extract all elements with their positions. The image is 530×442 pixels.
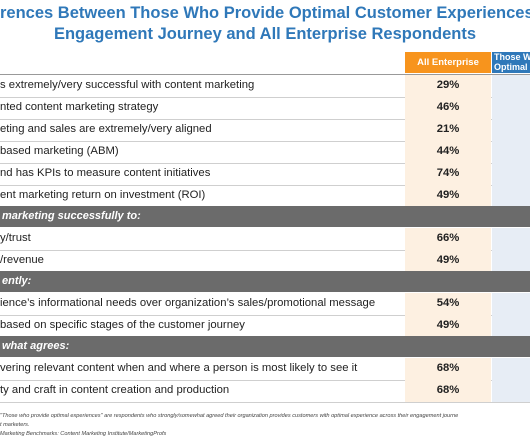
row-value: 6 (492, 101, 530, 113)
row-value: 7 (492, 297, 530, 309)
row-value: 5 (492, 145, 530, 157)
row-value: 7 (492, 232, 530, 244)
section-header: what agrees: (0, 336, 530, 357)
section-header: marketing successfully to: (0, 206, 530, 227)
cell-bg (405, 141, 491, 163)
row-value: 68% (436, 384, 460, 396)
row-value: 6 (492, 189, 530, 201)
row-value: 3 (492, 123, 530, 135)
row-label: y/trust (0, 232, 31, 244)
row-value: 6 (492, 319, 530, 331)
row-label: /revenue (0, 254, 44, 266)
column-header (405, 52, 491, 73)
cell-bg (492, 75, 530, 97)
row-rule (0, 185, 530, 186)
row-rule (0, 163, 530, 164)
row-value: 49% (436, 319, 460, 331)
cell-bg (405, 358, 491, 380)
cell-bg (405, 163, 491, 185)
row-value: 49% (436, 254, 460, 266)
row-label: eting and sales are extremely/very align… (0, 123, 212, 135)
row-rule (0, 315, 530, 316)
row-label: ience’s informational needs over organiz… (0, 297, 376, 309)
row-value: 44% (436, 145, 460, 157)
row-value: 8 (492, 384, 530, 396)
cell-bg (405, 97, 491, 119)
row-label: s extremely/very successful with content… (0, 79, 255, 91)
header-rule (0, 74, 530, 75)
row-rule (0, 380, 530, 381)
cell-bg (492, 185, 530, 207)
cell-bg (492, 315, 530, 337)
row-label: ent marketing return on investment (ROI) (0, 189, 206, 201)
row-rule (0, 250, 530, 251)
row-rule (0, 97, 530, 98)
column-header-text: Those W (494, 52, 530, 62)
footnote: t marketers. (0, 422, 30, 428)
cell-bg (492, 119, 530, 141)
cell-bg (492, 250, 530, 272)
cell-bg (492, 358, 530, 380)
cell-bg (405, 250, 491, 272)
row-value: 54% (436, 297, 460, 309)
cell-bg (405, 293, 491, 315)
cell-bg (492, 293, 530, 315)
row-value: 21% (436, 123, 460, 135)
row-label: vering relevant content when and where a… (0, 362, 358, 374)
row-value: 46% (436, 101, 460, 113)
row-label: nted content marketing strategy (0, 101, 159, 113)
cell-bg (405, 119, 491, 141)
title-line: rences Between Those Who Provide Optimal… (0, 4, 530, 22)
row-value: 74% (436, 167, 460, 179)
cell-bg (492, 380, 530, 402)
section-header: ently: (0, 271, 530, 292)
row-rule (0, 402, 530, 403)
cell-bg (492, 228, 530, 250)
title-line: Engagement Journey and All Enterprise Re… (53, 25, 477, 43)
row-value: 5 (492, 79, 530, 91)
row-label: nd has KPIs to measure content initiativ… (0, 167, 211, 179)
cell-bg (405, 380, 491, 402)
row-rule (0, 141, 530, 142)
row-value: 8 (492, 362, 530, 374)
cell-bg (492, 163, 530, 185)
row-label: ty and craft in content creation and pro… (0, 384, 230, 396)
cell-bg (492, 141, 530, 163)
column-header (492, 52, 530, 73)
footnote: Marketing Benchmarks: Content Marketing … (0, 431, 167, 437)
row-value: 68% (436, 362, 460, 374)
column-header-text: All Enterprise (417, 57, 479, 68)
row-label: based on specific stages of the customer… (0, 319, 245, 331)
cell-bg (405, 75, 491, 97)
row-value: 6 (492, 254, 530, 266)
row-value: 66% (436, 232, 460, 244)
cell-bg (405, 228, 491, 250)
cell-bg (492, 97, 530, 119)
footnote: "Those who provide optimal experiences" … (0, 413, 459, 419)
row-value: 29% (436, 79, 460, 91)
row-value: 8 (492, 167, 530, 179)
column-header-text: Optimal (494, 62, 528, 72)
cell-bg (405, 315, 491, 337)
cell-bg (405, 185, 491, 207)
row-label: based marketing (ABM) (0, 145, 119, 157)
row-rule (0, 119, 530, 120)
row-value: 49% (436, 189, 460, 201)
